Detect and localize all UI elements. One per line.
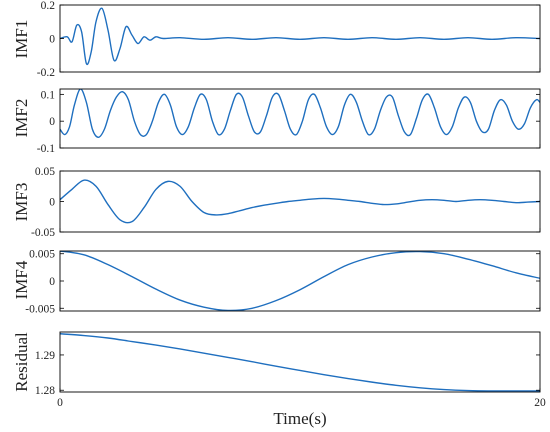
axes-frame-residual <box>59 331 541 393</box>
ylabel-residual: Residual <box>12 332 31 392</box>
series-line-imf3 <box>60 179 540 224</box>
series-line-imf4 <box>60 251 540 311</box>
ylabel-imf3: IMF3 <box>12 183 31 222</box>
panel-imf4: IMF4 0.005 0 -0.005 <box>12 249 541 315</box>
y-tick-label-imf4: 0.005 <box>29 249 55 261</box>
series-line-imf2 <box>60 89 540 138</box>
y-tick-label-imf1: 0 <box>49 34 55 46</box>
y-tick-label-imf4: -0.005 <box>25 303 55 315</box>
y-tick-label-imf3: -0.05 <box>31 227 55 239</box>
axes-frame-imf1 <box>59 4 541 73</box>
series-line-imf1 <box>60 7 540 66</box>
y-tick-label-imf2: 0 <box>49 116 55 128</box>
axes-frame-imf2 <box>59 88 541 149</box>
ylabel-imf4: IMF4 <box>12 260 31 299</box>
axes-frame-imf4 <box>59 250 541 312</box>
x-tick-label-start: 0 <box>57 397 63 409</box>
ylabel-imf2: IMF2 <box>12 99 31 138</box>
panel-imf2: IMF2 0.1 0 -0.1 <box>12 88 541 155</box>
y-tick-label-imf2: 0.1 <box>41 89 56 101</box>
y-tick-label-imf1: -0.2 <box>37 67 55 79</box>
y-tick-label-imf1: 0.2 <box>41 0 56 12</box>
panel-imf3: IMF3 0.05 0 -0.05 <box>12 166 541 239</box>
y-tick-label-residual: 1.29 <box>35 350 55 362</box>
y-tick-label-imf3: 0.05 <box>35 166 55 178</box>
series-line-residual <box>60 333 540 392</box>
panel-imf1: IMF1 0.2 0 -0.2 <box>12 0 541 79</box>
panel-residual: Residual 1.29 1.28 <box>12 331 541 397</box>
y-tick-label-imf3: 0 <box>49 197 55 209</box>
x-axis-label: Time(s) <box>273 409 326 428</box>
x-tick-label-end: 20 <box>534 397 546 409</box>
ylabel-imf1: IMF1 <box>12 20 31 59</box>
y-tick-label-residual: 1.28 <box>35 385 55 397</box>
y-tick-label-imf2: -0.1 <box>37 143 55 155</box>
axes-frame-imf3 <box>59 170 541 233</box>
y-tick-label-imf4: 0 <box>49 276 55 288</box>
